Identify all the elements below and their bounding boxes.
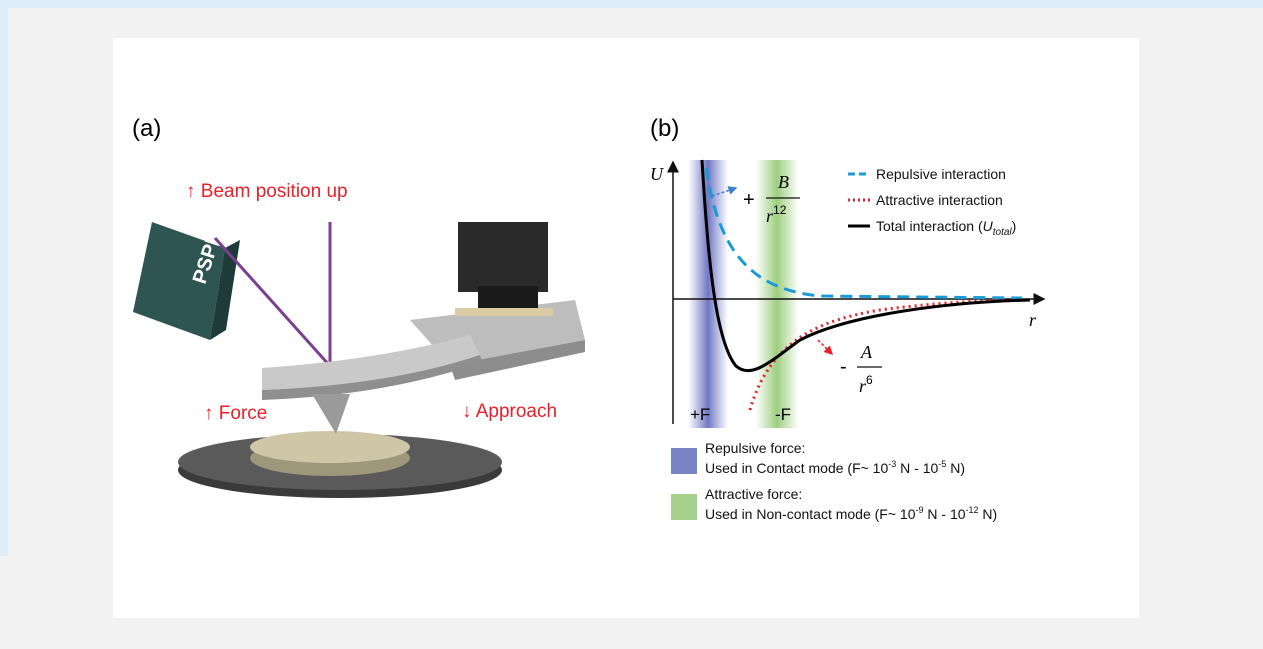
- legend-entry: Attractive interaction: [876, 192, 1003, 208]
- force-desc: Used in Contact mode (F~ 10-3 N - 10-5 N…: [705, 459, 965, 476]
- attractive-band: [755, 160, 799, 428]
- t: N - 10: [896, 460, 938, 476]
- legend-text: ): [1012, 218, 1017, 234]
- legend-text: Total interaction (: [876, 218, 983, 234]
- annotation: ↑ Beam position up: [186, 181, 348, 202]
- force-desc: Used in Non-contact mode (F~ 10-9 N - 10…: [705, 505, 997, 522]
- annotation: ↑ Force: [204, 403, 267, 424]
- panel-label: (b): [650, 115, 679, 142]
- term-sign: -: [840, 356, 847, 378]
- force-title: Repulsive force:: [705, 440, 805, 456]
- repulsive-band: [688, 160, 728, 428]
- term-sign: +: [743, 189, 755, 211]
- t: Used in Non-contact mode (F~ 10: [705, 506, 916, 522]
- force-swatch: [671, 494, 697, 520]
- region-label: -F: [775, 405, 791, 424]
- t: N): [946, 460, 965, 476]
- sup: -3: [888, 459, 896, 469]
- page: (a) ↑ Beam position up PSPD ↑ Force ↓ Ap…: [0, 0, 1263, 649]
- panel-label: (a): [132, 115, 161, 142]
- force-title: Attractive force:: [705, 486, 802, 502]
- holder: [455, 308, 553, 316]
- t: Used in Contact mode (F~ 10: [705, 460, 888, 476]
- force-swatch: [671, 448, 697, 474]
- screen: (a) ↑ Beam position up PSPD ↑ Force ↓ Ap…: [0, 0, 1263, 649]
- annotation: ↓ Approach: [462, 401, 557, 422]
- term-exponent: 12: [773, 203, 787, 217]
- x-axis-label: r: [1029, 310, 1037, 330]
- figure-card: [113, 38, 1139, 618]
- term-numerator: A: [860, 342, 873, 362]
- legend-entry: Repulsive interaction: [876, 166, 1006, 182]
- legend-subscript: total: [993, 227, 1013, 238]
- region-label: +F: [690, 405, 710, 424]
- scanner: [458, 222, 548, 292]
- sup: -5: [938, 459, 946, 469]
- sup: -12: [966, 505, 979, 515]
- sup: -9: [916, 505, 924, 515]
- t: N - 10: [924, 506, 966, 522]
- term-numerator: B: [778, 172, 789, 192]
- y-axis-label: U: [650, 164, 664, 184]
- t: N): [979, 506, 998, 522]
- sample: [250, 431, 410, 463]
- term-exponent: 6: [866, 373, 873, 387]
- scanner-base: [478, 286, 538, 310]
